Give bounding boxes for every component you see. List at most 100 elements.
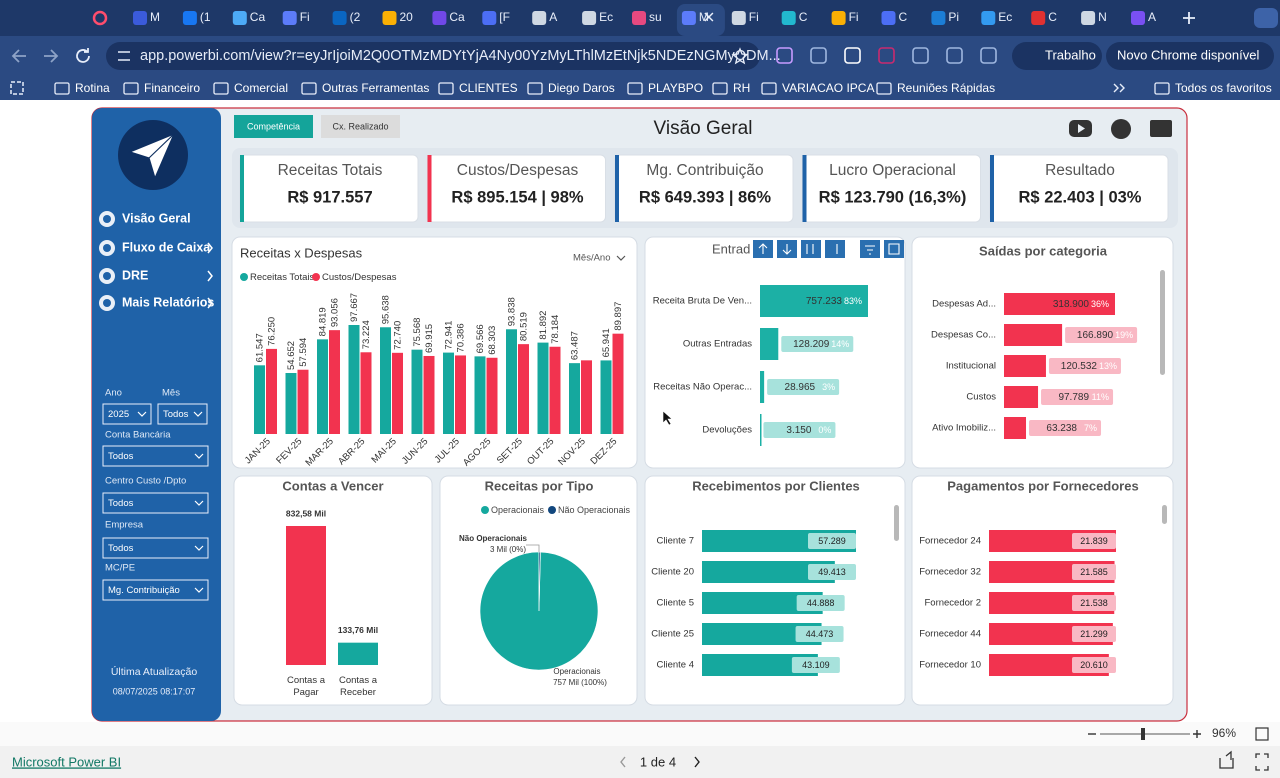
zoom-in[interactable] <box>1193 730 1201 738</box>
nav-back[interactable] <box>11 49 26 63</box>
page-next[interactable] <box>694 756 700 768</box>
extension-icon[interactable] <box>776 47 793 64</box>
tab-title[interactable]: Ec <box>599 10 613 24</box>
zoom-thumb[interactable] <box>1141 728 1145 740</box>
tab-title[interactable]: N <box>1098 10 1107 24</box>
tab-title[interactable]: [F <box>499 10 510 24</box>
share-icon[interactable] <box>1219 750 1234 769</box>
bar <box>518 344 529 434</box>
nav-item[interactable]: Visão Geral <box>122 211 191 225</box>
fit-page[interactable] <box>1255 727 1269 741</box>
tab-title[interactable]: Ec <box>998 10 1012 24</box>
tab-title[interactable]: C <box>799 10 808 24</box>
last-update: 08/07/2025 08:17:07 <box>113 686 196 696</box>
tab-title[interactable]: Fi <box>300 10 310 24</box>
extension-icon[interactable] <box>878 47 895 64</box>
filter-value[interactable]: Todos <box>108 451 134 462</box>
nav-reload[interactable] <box>76 48 90 63</box>
data-label: 97.667 <box>349 293 360 322</box>
page-tab[interactable] <box>321 115 400 138</box>
powerbi-link[interactable]: Microsoft Power BI <box>12 754 121 769</box>
period-selector[interactable]: Mês/Ano <box>573 253 611 264</box>
data-label: 21.538 <box>1080 598 1108 608</box>
address-bar[interactable] <box>106 42 760 70</box>
extension-icon[interactable] <box>980 47 997 64</box>
extension-icon[interactable] <box>946 47 963 64</box>
tab-title[interactable]: Fi <box>749 10 759 24</box>
chart-title: Entrad <box>712 241 750 256</box>
tab-title[interactable]: C <box>899 10 908 24</box>
filter-value[interactable]: Todos <box>108 498 134 509</box>
data-label-share: 14% <box>831 339 849 349</box>
filter-value[interactable]: Todos <box>163 409 189 420</box>
comment-icon[interactable] <box>1150 120 1172 137</box>
filter-dropdown[interactable] <box>102 492 209 514</box>
profile-btn[interactable] <box>1254 8 1278 28</box>
filter-dropdown[interactable] <box>102 445 209 467</box>
tab-title[interactable]: (2 <box>350 10 361 24</box>
bookmark[interactable]: Rotina <box>75 81 110 95</box>
tab-title[interactable]: (1 <box>200 10 211 24</box>
tab-title[interactable]: M <box>699 10 709 24</box>
bookmark[interactable]: Comercial <box>234 81 288 95</box>
page-prev[interactable] <box>620 756 626 768</box>
filter-dropdown[interactable] <box>102 579 209 601</box>
filter-value[interactable]: 2025 <box>108 409 129 420</box>
filter-dropdown[interactable] <box>102 537 209 559</box>
profile-chip[interactable] <box>1012 42 1102 70</box>
extension-icon[interactable] <box>810 47 827 64</box>
nav-item[interactable]: DRE <box>122 268 148 282</box>
tab-title[interactable]: su <box>649 10 662 24</box>
filter-value[interactable]: Mg. Contribuição <box>108 585 180 596</box>
bookmark[interactable]: CLIENTES <box>459 81 518 95</box>
tab-favicon <box>981 11 996 25</box>
fullscreen-icon[interactable] <box>1255 753 1269 771</box>
tab-title[interactable]: 20 <box>400 10 414 24</box>
data-label-bg <box>767 379 840 395</box>
bookmark[interactable]: RH <box>733 81 750 95</box>
update-chip[interactable] <box>1106 42 1274 70</box>
bookmark[interactable]: PLAYBPO <box>648 81 703 95</box>
extension-icon[interactable] <box>844 47 861 64</box>
bar <box>360 352 372 434</box>
tab-title[interactable]: M <box>150 10 160 24</box>
bookmark-star[interactable] <box>731 47 749 65</box>
tab-title[interactable]: Ca <box>449 10 465 24</box>
chat-icon[interactable] <box>1111 119 1131 139</box>
url[interactable]: app.powerbi.com/view?r=eyJrIjoiM2Q0OTMzM… <box>140 48 781 64</box>
visual-toolbar-btn[interactable] <box>801 240 821 258</box>
extension-icon[interactable] <box>912 47 929 64</box>
filter-dropdown[interactable] <box>157 403 208 425</box>
visual-toolbar-btn[interactable] <box>860 240 880 258</box>
visual-toolbar-btn[interactable] <box>825 240 845 258</box>
bar <box>760 414 762 446</box>
dropdown-chevron <box>137 411 147 417</box>
tab-title[interactable]: A <box>549 10 557 24</box>
nav-forward[interactable] <box>44 49 59 63</box>
filter-value[interactable]: Todos <box>108 543 134 554</box>
filter-dropdown[interactable] <box>102 403 152 425</box>
bookmark[interactable]: Outras Ferramentas <box>322 81 429 95</box>
tab-title[interactable]: Ca <box>250 10 266 24</box>
profile-name[interactable]: Trabalho <box>1045 47 1096 62</box>
nav-item[interactable]: Mais Relatórios <box>122 295 214 309</box>
new-tab[interactable] <box>1183 12 1195 24</box>
visual-toolbar-btn[interactable] <box>884 240 904 258</box>
update-notice[interactable]: Novo Chrome disponível <box>1117 47 1259 62</box>
bookmark[interactable]: Financeiro <box>144 81 200 95</box>
bookmarks-more[interactable] <box>1113 83 1125 93</box>
bookmark[interactable]: Diego Daros <box>548 81 615 95</box>
bookmark[interactable]: Reuniões Rápidas <box>897 81 995 95</box>
page-tab[interactable]: Cx. Realizado <box>332 121 388 131</box>
dropdown-chevron <box>194 500 204 506</box>
all-bookmarks[interactable]: Todos os favoritos <box>1175 81 1272 95</box>
tab-title[interactable]: A <box>1148 10 1156 24</box>
bookmark[interactable]: VARIACAO IPCA <box>782 81 874 95</box>
nav-item[interactable]: Fluxo de Caixa <box>122 240 211 254</box>
page-tab[interactable]: Competência <box>247 121 300 131</box>
tab-title[interactable]: Pi <box>948 10 959 24</box>
data-label: 57.594 <box>298 338 309 367</box>
page-tab-active[interactable] <box>234 115 313 138</box>
tab-title[interactable]: C <box>1048 10 1057 24</box>
tab-title[interactable]: Fi <box>849 10 859 24</box>
